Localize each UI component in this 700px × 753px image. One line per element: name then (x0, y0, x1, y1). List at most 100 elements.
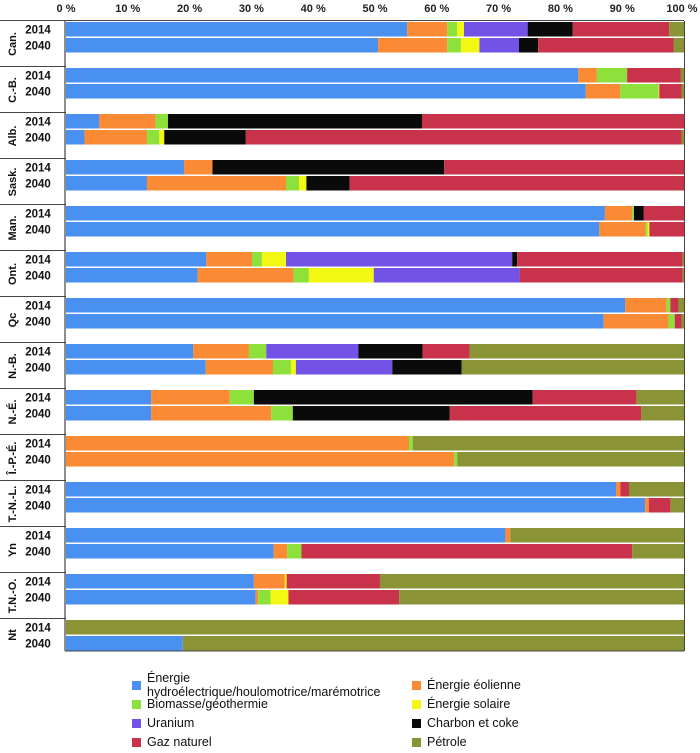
bar-segment (407, 22, 448, 37)
bar-segment (287, 544, 302, 559)
legend-label: Biomasse/géothermie (147, 697, 268, 711)
bar-segment (670, 298, 679, 313)
bar-segment (603, 314, 669, 329)
bar-segment (66, 482, 617, 497)
bar-segment (392, 360, 462, 375)
group-Nt: 2014 2040 Nt (0, 618, 684, 651)
year-label: 2040 (25, 317, 51, 329)
legend-swatch (132, 718, 141, 728)
bar-segment (538, 38, 674, 53)
bar-segment (444, 160, 684, 175)
bar-segment (193, 344, 249, 359)
bar-segment (66, 528, 506, 543)
year-label: 2014 (25, 117, 51, 129)
bar-segment (155, 114, 168, 129)
bar-segment (673, 38, 684, 53)
bar-segment (66, 206, 605, 221)
bar-segment (681, 130, 684, 145)
bar-segment (358, 344, 423, 359)
x-tick-label: 70 % (486, 3, 511, 15)
legend-item: Uranium (132, 716, 412, 730)
bar-segment (252, 252, 262, 267)
x-tick-label: 0 % (57, 3, 76, 15)
bar-segment (648, 498, 671, 513)
bar-segment (273, 544, 288, 559)
bar-segment (659, 84, 682, 99)
group-Yn: 2014 2040 Yn (0, 526, 684, 559)
bar-segment (421, 114, 684, 129)
bar-segment (66, 222, 600, 237)
year-label: 2040 (25, 225, 51, 237)
bar-segment (273, 360, 291, 375)
x-tick-label: 60 % (424, 3, 449, 15)
bar-segment (206, 252, 253, 267)
legend-swatch (132, 737, 141, 747)
bar-segment (66, 452, 455, 467)
province-label: C.-B. (7, 77, 19, 103)
bar-segment (517, 252, 683, 267)
bar-segment (628, 482, 684, 497)
legend-swatch (412, 737, 421, 747)
bar-segment (632, 206, 634, 221)
bar-segment (295, 360, 393, 375)
bar-segment (66, 360, 206, 375)
bar-segment (412, 436, 684, 451)
bar-segment (167, 114, 422, 129)
year-label: 2014 (25, 71, 51, 83)
bar-segment (306, 176, 350, 191)
bar-segment (668, 314, 675, 329)
bar-segment (66, 176, 147, 191)
bar-segment (627, 68, 681, 83)
bar-segment (66, 498, 646, 513)
bar-segment (643, 206, 684, 221)
year-label: 2040 (25, 639, 51, 651)
bar-segment (66, 130, 85, 145)
bar-segment (66, 620, 684, 635)
bar-segment (633, 206, 644, 221)
bar-segment (349, 176, 684, 191)
bar-segment (479, 38, 519, 53)
bar-segment (66, 590, 256, 605)
legend-label: Gaz naturel (147, 735, 212, 749)
bar-segment (641, 406, 684, 421)
bar-segment (510, 528, 684, 543)
bar-segment (645, 498, 649, 513)
year-label: 2040 (25, 593, 51, 605)
legend-label: Énergie solaire (427, 697, 511, 711)
bar-segment (66, 84, 586, 99)
bar-segment (512, 252, 518, 267)
group-T.-N.-L.: 2014 2040 T.-N.-L. (0, 480, 684, 522)
bar-segment (658, 84, 660, 99)
bar-segment (146, 176, 287, 191)
x-tick-label: 100 % (666, 3, 697, 15)
group-Ont.: 2014 2040 Ont. (0, 250, 684, 285)
bar-segment (298, 176, 307, 191)
year-label: 2014 (25, 255, 51, 267)
bar-segment (681, 314, 684, 329)
group-Man.: 2014 2040 Man. (0, 204, 684, 241)
bar-segment (66, 436, 409, 451)
bar-segment (625, 298, 667, 313)
legend-item: Gaz naturel (132, 735, 412, 749)
year-label: 2040 (25, 363, 51, 375)
stacked-bar-chart: 0 % 10 % 20 % 30 % 40 % 50 % 60 % 70 % 80 % 90 % 1… (0, 3, 698, 652)
bar-segment (266, 344, 359, 359)
bar-segment (66, 344, 194, 359)
legend-item: Énergie solaire (412, 697, 692, 711)
bar-segment (379, 574, 684, 589)
legend-swatch (412, 699, 421, 709)
year-label: 2040 (25, 271, 51, 283)
province-label: Qc (7, 313, 19, 328)
province-label: Can. (7, 32, 19, 56)
bar-segment (182, 636, 684, 651)
bar-segment (205, 360, 274, 375)
province-label: N.-B. (7, 353, 19, 379)
bar-segment (645, 222, 648, 237)
bar-segment (151, 406, 272, 421)
bar-segment (151, 390, 230, 405)
bar-segment (290, 360, 296, 375)
bar-segment (422, 344, 470, 359)
bar-segment (469, 344, 684, 359)
bar-segment (572, 22, 670, 37)
